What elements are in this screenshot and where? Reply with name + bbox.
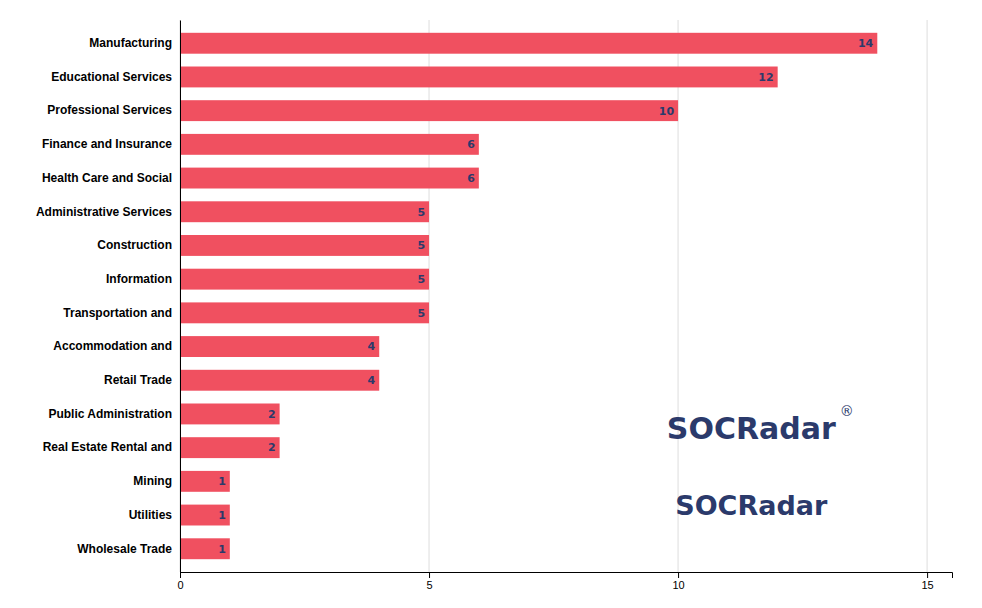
data-label: 10 bbox=[659, 105, 675, 118]
x-tick-label: 15 bbox=[921, 579, 933, 591]
y-tick: Retail Trade bbox=[104, 373, 180, 387]
x-tick-label: 10 bbox=[672, 579, 684, 591]
y-tick-label: Retail Trade bbox=[104, 373, 172, 387]
grid bbox=[180, 20, 927, 572]
data-label: 1 bbox=[218, 475, 226, 488]
y-tick-label: Mining bbox=[133, 474, 172, 488]
data-label: 6 bbox=[467, 172, 475, 185]
x-axis-line bbox=[181, 573, 953, 579]
bar bbox=[180, 33, 877, 54]
data-label: 4 bbox=[368, 374, 376, 387]
y-tick: Public Administration bbox=[48, 407, 180, 421]
y-tick-label: Administrative Services bbox=[36, 205, 172, 219]
y-axis-line bbox=[180, 21, 181, 573]
bar bbox=[180, 168, 479, 189]
data-label: 1 bbox=[218, 543, 226, 556]
x-tick-mark bbox=[180, 572, 181, 578]
bar bbox=[180, 302, 429, 323]
annotations: SOCRadarSOCRadar® bbox=[667, 403, 854, 521]
bar bbox=[180, 538, 230, 559]
bar bbox=[180, 67, 778, 88]
y-tick: Utilities bbox=[129, 508, 180, 522]
bar bbox=[180, 505, 230, 526]
y-tick-label: Public Administration bbox=[48, 407, 172, 421]
y-tick: Information bbox=[106, 272, 180, 286]
y-tick: Manufacturing bbox=[89, 36, 180, 50]
annotation: SOCRadar bbox=[667, 411, 836, 446]
y-tick-label: Construction bbox=[97, 238, 172, 252]
data-labels: 1112244555566101214 bbox=[218, 37, 873, 555]
y-tick-label: Transportation and bbox=[63, 306, 172, 320]
y-tick-label: Utilities bbox=[129, 508, 173, 522]
y-tick: Finance and Insurance bbox=[42, 137, 180, 151]
x-axis: 0 5 10 15 bbox=[177, 572, 952, 591]
x-tick-label: 0 bbox=[177, 579, 183, 591]
data-label: 5 bbox=[417, 239, 425, 252]
bar bbox=[180, 201, 429, 222]
x-tick: 0 bbox=[177, 572, 183, 591]
chart: 051015Wholesale TradeUtilitiesMiningReal… bbox=[0, 0, 982, 608]
y-tick-label: Wholesale Trade bbox=[77, 542, 172, 556]
data-label: 5 bbox=[417, 206, 425, 219]
y-tick-label: Professional Services bbox=[47, 103, 172, 117]
bar bbox=[180, 235, 429, 256]
y-tick: Health Care and Social bbox=[42, 171, 180, 185]
x-tick: 15 bbox=[921, 572, 933, 591]
data-label: 5 bbox=[417, 307, 425, 320]
plot: 051015Wholesale TradeUtilitiesMiningReal… bbox=[36, 20, 953, 591]
y-tick-label: Finance and Insurance bbox=[42, 137, 172, 151]
bar bbox=[180, 404, 280, 425]
y-tick-label: Manufacturing bbox=[89, 36, 172, 50]
data-label: 14 bbox=[858, 37, 874, 50]
x-tick-mark bbox=[429, 572, 430, 578]
data-label: 6 bbox=[467, 138, 475, 151]
grid-line bbox=[180, 20, 181, 572]
data-label: 1 bbox=[218, 509, 226, 522]
x-tick-label: 5 bbox=[426, 579, 432, 591]
y-tick-label: Accommodation and bbox=[53, 339, 172, 353]
annotation: ® bbox=[840, 403, 854, 419]
data-label: 4 bbox=[368, 340, 376, 353]
bar bbox=[180, 370, 379, 391]
y-tick: Mining bbox=[133, 474, 180, 488]
bar bbox=[180, 269, 429, 290]
x-tick: 10 bbox=[672, 572, 684, 591]
bars bbox=[180, 33, 877, 559]
y-tick: Educational Services bbox=[51, 70, 180, 84]
data-label: 2 bbox=[268, 408, 276, 421]
y-axis: Wholesale Trade Utilities Mining Real Estat… bbox=[36, 21, 181, 573]
y-tick-label: Health Care and Social bbox=[42, 171, 172, 185]
data-label: 12 bbox=[758, 71, 773, 84]
annotation: SOCRadar bbox=[675, 490, 828, 521]
bar bbox=[180, 336, 379, 357]
y-tick: Real Estate Rental and bbox=[43, 440, 180, 454]
y-tick: Administrative Services bbox=[36, 205, 180, 219]
y-tick: Accommodation and bbox=[53, 339, 180, 353]
bar bbox=[180, 134, 479, 155]
y-tick: Professional Services bbox=[47, 103, 180, 117]
data-label: 2 bbox=[268, 441, 276, 454]
bar bbox=[180, 437, 280, 458]
grid-line bbox=[927, 20, 928, 572]
y-tick: Transportation and bbox=[63, 306, 180, 320]
y-tick-label: Educational Services bbox=[51, 70, 172, 84]
x-tick-mark bbox=[678, 572, 679, 578]
bar bbox=[180, 100, 678, 121]
y-tick-label: Information bbox=[106, 272, 172, 286]
x-tick: 5 bbox=[426, 572, 432, 591]
y-tick: Construction bbox=[97, 238, 180, 252]
data-label: 5 bbox=[417, 273, 425, 286]
bar bbox=[180, 471, 230, 492]
y-tick: Wholesale Trade bbox=[77, 542, 180, 556]
x-tick-mark bbox=[927, 572, 928, 578]
y-tick-label: Real Estate Rental and bbox=[43, 440, 172, 454]
